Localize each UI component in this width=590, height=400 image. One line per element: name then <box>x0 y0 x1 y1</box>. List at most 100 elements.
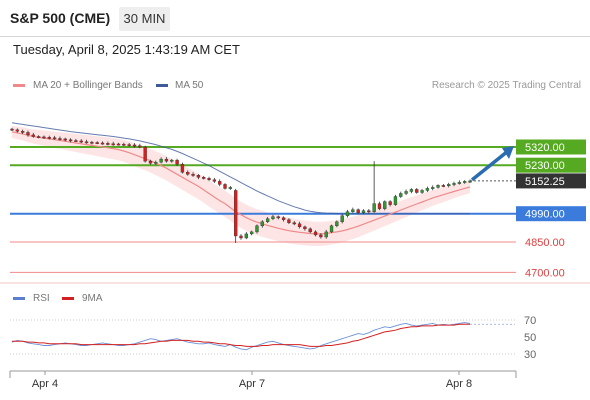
candle-body <box>148 160 153 164</box>
candle-body <box>175 159 179 165</box>
candle-body <box>244 233 248 239</box>
candle-body <box>297 223 302 228</box>
instrument-title: S&P 500 (CME) <box>10 10 111 26</box>
ma20-line <box>11 131 471 235</box>
candle-body <box>223 184 227 189</box>
candle-body <box>202 177 206 179</box>
level-label-2: 4990.00 <box>525 209 565 221</box>
rsi-ma-line <box>12 323 470 347</box>
level-label-1: 5230.00 <box>525 160 565 172</box>
time-tick-label-2: Apr 8 <box>446 378 472 390</box>
timeframe-button[interactable]: 30 MIN <box>119 7 170 31</box>
candle-body <box>100 142 105 145</box>
candle-body <box>441 185 446 187</box>
candle-body <box>463 181 467 183</box>
candle-body <box>313 231 318 236</box>
candle-body <box>319 234 323 238</box>
candle-body <box>212 179 217 182</box>
candle-body <box>106 143 110 145</box>
candle-body <box>436 185 440 188</box>
ma50-line <box>11 122 470 215</box>
bollinger-band-area <box>12 125 470 247</box>
candle-body <box>95 142 99 144</box>
candle-body <box>431 187 435 189</box>
candle-body <box>404 191 408 194</box>
forecast-arrow-shaft <box>470 149 510 182</box>
candle-body <box>58 138 62 140</box>
candle-body <box>265 218 270 222</box>
rsi-legend-label: RSI <box>33 293 50 304</box>
candle-body <box>308 228 312 233</box>
candle-body <box>63 138 67 141</box>
ma20-legend-label: MA 20 + Bollinger Bands <box>33 80 143 91</box>
candle-body <box>409 189 414 192</box>
candle-body <box>399 193 403 197</box>
candle-body <box>218 181 222 185</box>
level-label-4: 4700.00 <box>525 267 565 279</box>
rsi-ma-legend-label: 9MA <box>82 293 103 304</box>
credit-text: Research © 2025 Trading Central <box>431 80 581 91</box>
candle-body <box>10 128 14 131</box>
candle-body <box>164 158 169 162</box>
candle-body <box>335 221 339 227</box>
candle-body <box>292 222 296 225</box>
candle-body <box>191 174 195 176</box>
rsi-tick-label-1: 50 <box>524 332 536 344</box>
ma50-legend-swatch <box>156 84 168 87</box>
candle-body <box>388 201 392 205</box>
candle-body <box>425 188 430 191</box>
rsi-legend-swatch <box>13 297 25 300</box>
level-label-3: 4850.00 <box>525 237 565 249</box>
candle-body <box>420 190 424 193</box>
candle-body <box>15 129 19 132</box>
candle-body <box>468 180 472 183</box>
candle-body <box>138 145 142 148</box>
candle-body <box>74 140 78 142</box>
candle-body <box>36 136 41 138</box>
candle-body <box>154 161 158 164</box>
candle-body <box>271 216 275 219</box>
candle-body <box>111 143 115 146</box>
candle-body <box>170 159 174 162</box>
candle-body <box>281 217 286 220</box>
candle-body <box>303 226 307 230</box>
time-tick-label-1: Apr 7 <box>239 378 265 390</box>
candle-body <box>324 231 328 238</box>
level-tag-0 <box>516 139 586 155</box>
ma50-legend-label: MA 50 <box>175 80 204 91</box>
candle-body <box>255 225 259 233</box>
level-tag-2 <box>516 206 586 222</box>
candle-body <box>372 203 376 212</box>
candle-body <box>228 187 233 189</box>
level-tag-1 <box>516 157 586 173</box>
candle-body <box>84 141 89 144</box>
candle-body <box>393 196 398 205</box>
candle-body <box>383 201 387 209</box>
candle-body <box>116 143 121 146</box>
candle-body <box>367 210 371 213</box>
candle-body <box>90 141 94 144</box>
candle-body <box>249 231 254 235</box>
candle-body <box>186 172 190 175</box>
candle-body <box>415 189 419 193</box>
candle-body <box>180 163 185 173</box>
candle-body <box>196 175 201 178</box>
candle-body <box>122 143 126 146</box>
level-label-0: 5320.00 <box>525 142 565 154</box>
candle-body <box>361 210 366 213</box>
candle-body <box>239 235 243 239</box>
candle-body <box>132 144 137 147</box>
candle-body <box>287 219 291 223</box>
candle-body <box>356 209 360 213</box>
chart-header: S&P 500 (CME) 30 MIN <box>0 0 590 36</box>
candle-body <box>351 209 355 212</box>
last-price-tag <box>516 173 586 189</box>
candle-body <box>329 225 334 233</box>
candle-body <box>159 158 163 163</box>
header-divider <box>0 36 590 37</box>
candle-body <box>52 137 57 140</box>
candle-body <box>31 134 35 137</box>
last-price-label: 5152.25 <box>525 176 565 188</box>
candle-body <box>447 184 451 187</box>
